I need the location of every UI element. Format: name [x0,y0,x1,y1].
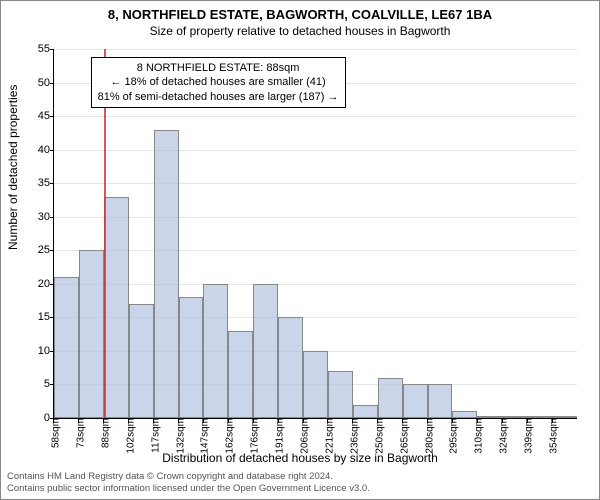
histogram-bar [129,304,154,418]
histogram-bar [203,284,228,418]
x-tick-label: 250sqm [370,418,385,454]
x-axis-label: Distribution of detached houses by size … [1,451,599,465]
histogram-bar [54,277,79,418]
histogram-bar [79,250,104,418]
x-tick-label: 339sqm [520,418,535,454]
histogram-bar [154,130,179,418]
histogram-bar [428,384,453,418]
x-tick-label: 147sqm [196,418,211,454]
x-tick-label: 236sqm [345,418,360,454]
x-tick-label: 176sqm [246,418,261,454]
page-title: 8, NORTHFIELD ESTATE, BAGWORTH, COALVILL… [1,1,599,22]
footer-line-1: Contains HM Land Registry data © Crown c… [7,471,370,483]
histogram-bar [303,351,328,418]
histogram-bar [278,317,303,418]
histogram-bar [378,378,403,418]
x-tick-label: 191sqm [271,418,286,454]
annotation-box: 8 NORTHFIELD ESTATE: 88sqm← 18% of detac… [91,57,346,108]
x-tick-label: 117sqm [146,418,161,453]
annotation-line-2: ← 18% of detached houses are smaller (41… [98,75,339,89]
histogram-bar [179,297,204,418]
x-tick-label: 102sqm [121,418,136,454]
histogram-bar [403,384,428,418]
x-tick-label: 265sqm [395,418,410,454]
x-tick-label: 206sqm [296,418,311,454]
histogram-bar [228,331,253,418]
x-tick-label: 221sqm [320,418,335,454]
annotation-line-1: 8 NORTHFIELD ESTATE: 88sqm [98,61,339,75]
histogram-bar [328,371,353,418]
x-tick-label: 162sqm [221,418,236,454]
plot-area: 051015202530354045505558sqm73sqm88sqm102… [53,49,577,419]
footer-text: Contains HM Land Registry data © Crown c… [7,471,370,495]
page-subtitle: Size of property relative to detached ho… [1,22,599,38]
histogram-chart: 051015202530354045505558sqm73sqm88sqm102… [53,49,577,419]
y-axis-label: Number of detached properties [6,85,20,250]
footer-line-2: Contains public sector information licen… [7,483,370,495]
x-tick-label: 295sqm [445,418,460,454]
histogram-bar [253,284,278,418]
histogram-bar [452,411,477,418]
histogram-bar [104,197,129,418]
annotation-line-3: 81% of semi-detached houses are larger (… [98,90,339,104]
x-tick-label: 324sqm [495,418,510,454]
x-tick-label: 132sqm [171,418,186,454]
x-tick-label: 280sqm [420,418,435,454]
x-tick-label: 310sqm [470,418,485,454]
x-tick-label: 354sqm [545,418,560,454]
histogram-bar [353,405,378,418]
